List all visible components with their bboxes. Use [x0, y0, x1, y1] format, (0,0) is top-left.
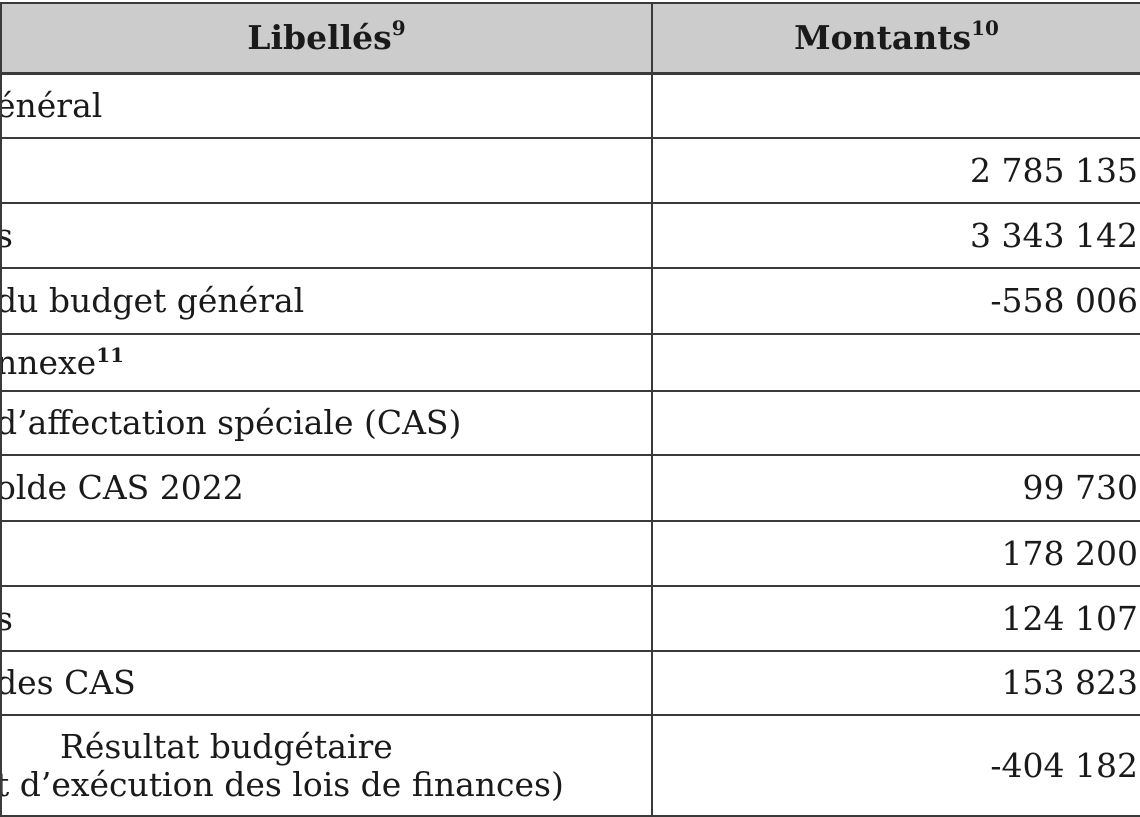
table-header-row: Libellés9 Montants10: [0, 2, 1140, 75]
header-montants: Montants10: [651, 2, 1140, 75]
table-row: s 124 107: [0, 585, 1140, 652]
row-amount: 178 200: [651, 520, 1140, 587]
table-row: nnexe11: [0, 333, 1140, 392]
table-row-result: Résultat budgétaire t d’exécution des lo…: [0, 714, 1140, 817]
row-amount: -558 006: [651, 267, 1140, 335]
row-amount: -404 182: [651, 714, 1140, 817]
result-title: Résultat budgétaire: [60, 726, 393, 766]
row-label: [0, 137, 653, 204]
row-amount: 124 107: [651, 585, 1140, 652]
row-amount: [651, 333, 1140, 392]
row-amount: [651, 390, 1140, 456]
table-row: 2 785 135: [0, 137, 1140, 204]
footnote-ref: 11: [96, 342, 125, 367]
row-amount: [651, 72, 1140, 139]
row-label: s: [0, 585, 653, 652]
row-label: du budget général: [0, 267, 653, 335]
table-row: olde CAS 2022 99 730: [0, 454, 1140, 522]
table-row: des CAS 153 823: [0, 650, 1140, 716]
table-row: énéral: [0, 72, 1140, 139]
row-amount: 153 823: [651, 650, 1140, 716]
result-subtitle: t d’exécution des lois de finances): [1, 764, 564, 804]
table-row: d’affectation spéciale (CAS): [0, 390, 1140, 456]
footnote-ref: 9: [391, 16, 406, 41]
row-label: d’affectation spéciale (CAS): [0, 390, 653, 456]
row-amount: 99 730: [651, 454, 1140, 522]
table-row: du budget général -558 006: [0, 267, 1140, 335]
table-row: s 3 343 142: [0, 202, 1140, 269]
header-libelles: Libellés9: [0, 2, 653, 75]
row-label: des CAS: [0, 650, 653, 716]
row-label: s: [0, 202, 653, 269]
row-label: [0, 520, 653, 587]
row-label: nnexe11: [0, 333, 653, 392]
row-label: énéral: [0, 72, 653, 139]
row-label: olde CAS 2022: [0, 454, 653, 522]
row-amount: 2 785 135: [651, 137, 1140, 204]
footnote-ref: 10: [971, 16, 999, 41]
row-amount: 3 343 142: [651, 202, 1140, 269]
row-label: Résultat budgétaire t d’exécution des lo…: [0, 714, 653, 817]
table-row: 178 200: [0, 520, 1140, 587]
